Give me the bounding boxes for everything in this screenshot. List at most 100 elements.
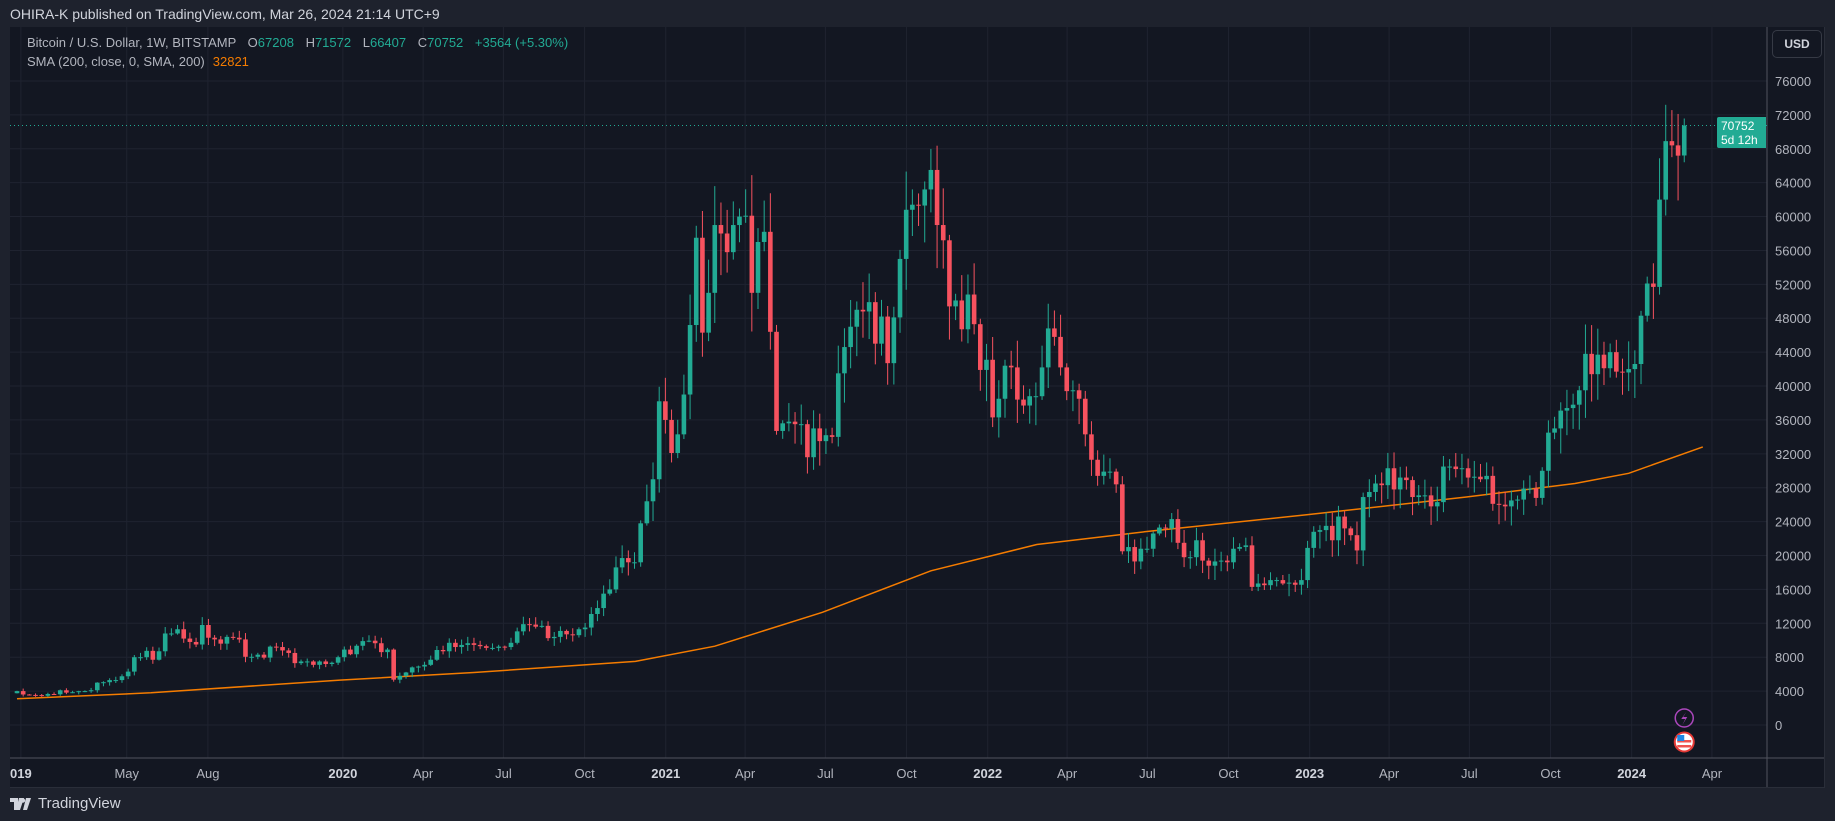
candle [230,632,236,640]
price-chart[interactable]: 0 4000 8000 12000 16000 20000 24000 28000 32000 3… [10,27,1824,787]
candle [1095,450,1100,486]
candle [298,659,304,665]
candle [774,324,779,435]
candle-body [829,435,835,437]
candle [551,632,557,646]
candle-body [243,639,248,657]
candle-body [1354,535,1360,551]
candle-body [1385,468,1391,486]
candle [150,646,156,664]
candle [243,633,248,663]
candle [1255,573,1261,592]
candle [255,652,261,660]
candle [51,692,57,695]
candle-body [33,694,38,696]
candle [1194,527,1199,566]
candle [959,275,965,342]
candle-body [490,647,495,649]
candle-body [780,423,785,431]
candle-body [1397,477,1403,490]
candle-body [1459,468,1465,470]
candle-body [1509,500,1514,507]
candle [391,648,396,682]
candle [1187,550,1193,569]
candle [792,412,798,444]
candle-body [45,693,51,696]
candle-body [341,649,347,658]
candle [693,225,699,342]
candle-body [101,682,106,684]
candle-body [700,237,705,333]
y-tick-label: 52000 [1775,277,1811,292]
candle [990,336,995,428]
candle-body [910,204,915,210]
candle-body [718,225,724,234]
candle [1329,512,1335,557]
candle [1502,491,1508,521]
candle-body [656,401,662,480]
candle [1132,539,1137,574]
candle [1052,310,1057,346]
currency-button[interactable]: USD [1772,30,1822,58]
candle-body [1533,488,1539,498]
candle-body [527,624,532,626]
candle [1663,104,1669,216]
candle-body [755,241,761,293]
candle [1101,454,1107,485]
candle [311,660,316,668]
candle [613,556,619,593]
candle [1496,491,1502,525]
candle [1651,263,1656,319]
tradingview-logo[interactable]: TradingView [10,795,121,812]
y-tick-label: 48000 [1775,311,1811,326]
candle-body [1181,542,1187,558]
candle-body [521,624,526,632]
candle [1089,421,1094,476]
candle [521,616,526,636]
candle-body [409,667,415,673]
candle [187,632,193,649]
candle [749,175,755,332]
candle-body [218,639,224,644]
candle [1342,511,1347,546]
candle [27,694,32,696]
candle [576,627,582,638]
sma-legend[interactable]: SMA (200, close, 0, SMA, 200) 32821 [27,54,249,69]
candle [1576,385,1582,430]
candle-body [1132,547,1137,562]
candle [144,647,149,660]
candle-body [663,401,668,420]
candle-body [206,625,211,638]
candle-body [1311,531,1317,548]
candle [910,189,915,237]
candle-body [471,643,477,645]
candle-body [1126,547,1131,552]
candle [366,635,372,643]
candle [1120,476,1125,555]
candle-body [1496,503,1502,505]
candle-body [255,654,261,657]
candle-body [286,650,291,653]
candle-body [1249,545,1255,587]
candle [317,660,322,670]
high-label: H [305,35,315,50]
candle-body [675,434,681,453]
candle-body [1626,369,1631,373]
x-tick-label: Oct [574,766,595,781]
candle [403,671,409,679]
candle-body [144,650,149,658]
candle-body [1225,560,1230,563]
candle [1082,390,1088,447]
candle [1113,468,1119,493]
candle [1262,577,1267,590]
candle-body [607,589,613,594]
symbol-legend[interactable]: Bitcoin / U.S. Dollar, 1W, BITSTAMP O672… [27,35,568,50]
candle [817,413,823,466]
candle [1509,490,1514,526]
candle-body [1058,336,1063,368]
candle [922,181,928,243]
chart-panel[interactable]: 0 4000 8000 12000 16000 20000 24000 28000 32000 3… [10,27,1825,788]
candle-body [82,691,88,693]
candle [1126,533,1131,563]
candle [335,655,341,665]
